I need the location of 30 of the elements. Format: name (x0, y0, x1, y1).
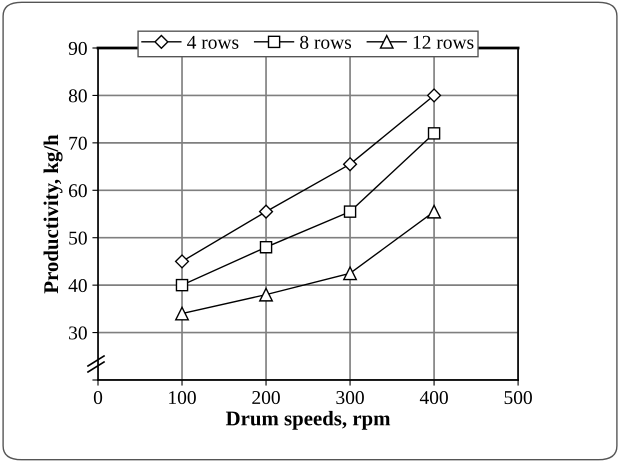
point (342, 157, 358, 172)
x-tick-label: 500 (504, 390, 532, 404)
point (427, 204, 442, 219)
y-axis-title: Productivity, kg/h (44, 134, 63, 294)
point (176, 278, 188, 292)
x-tick-label: 300 (336, 390, 364, 404)
x-tick-label: 400 (420, 390, 448, 404)
legend-label: 12 rows (414, 36, 474, 49)
point (344, 205, 356, 218)
y-tick-label: 50 (69, 232, 87, 245)
x-tick-label: 0 (94, 390, 102, 404)
x-tick-label: 200 (252, 390, 280, 404)
point (343, 266, 357, 280)
point (426, 88, 442, 103)
point (260, 240, 272, 254)
y-tick-label: 30 (69, 326, 87, 340)
y-tick-label: 60 (68, 184, 87, 198)
point (428, 127, 440, 140)
legend-label: 8 rows (300, 36, 352, 49)
point (258, 204, 274, 219)
point (175, 306, 189, 321)
y-tick-label: 80 (68, 89, 87, 102)
point (259, 288, 273, 302)
x-tick-label: 100 (169, 390, 196, 404)
x-axis-title: Drum speeds, rpm (226, 410, 390, 430)
legend-label: 4 rows (187, 36, 238, 49)
y-tick-label: 40 (68, 278, 87, 292)
point (174, 254, 190, 269)
y-tick-label: 70 (69, 136, 87, 150)
y-tick-label: 90 (68, 42, 87, 55)
